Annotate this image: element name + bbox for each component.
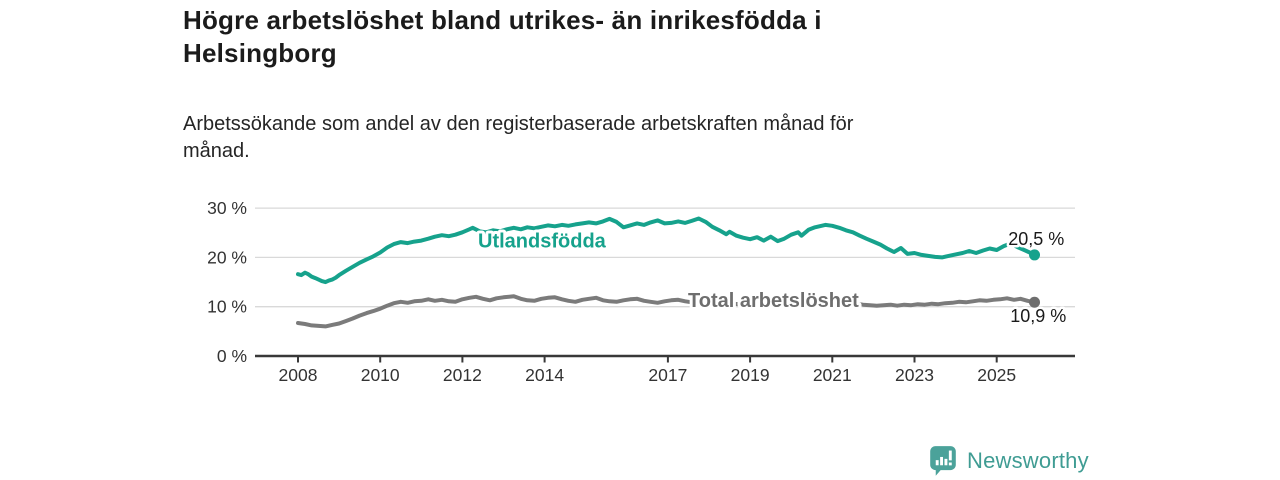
series-line-total-arbetsloshet (296, 294, 1037, 329)
chart-subtitle: Arbetssökande som andel av den registerb… (183, 113, 854, 162)
logo-bars (935, 450, 952, 466)
series-label: Utlandsfödda (478, 231, 607, 253)
newsworthy-logo: Newsworthy (928, 445, 1089, 477)
series-line-utlandsfodda (296, 216, 1037, 285)
y-tick-label: 20 % (207, 247, 247, 267)
brand-name: Newsworthy (967, 448, 1089, 473)
series-end-value-label: 20,5 % (1008, 229, 1064, 249)
y-tick-label: 0 % (217, 346, 247, 366)
x-tick-label: 2017 (648, 365, 687, 385)
x-tick-label: 2014 (525, 365, 564, 385)
x-tick-label: 2025 (977, 365, 1016, 385)
x-tick-label: 2010 (361, 365, 400, 385)
x-tick-label: 2008 (279, 365, 318, 385)
series-end-dot (1029, 296, 1041, 308)
y-tick-label: 30 % (207, 198, 247, 218)
newsworthy-speech-bubble-bar-chart-icon (930, 446, 956, 476)
series-end-dot (1029, 249, 1041, 261)
page-title: Högre arbetslöshet bland utrikes- än inr… (183, 5, 822, 68)
x-tick-label: 2019 (731, 365, 770, 385)
x-tick-label: 2023 (895, 365, 934, 385)
series-end-value-label: 10,9 % (1010, 306, 1066, 326)
y-tick-label: 10 % (207, 297, 247, 317)
x-tick-label: 2021 (813, 365, 852, 385)
series-label: Total arbetslöshet (688, 290, 859, 312)
x-tick-label: 2012 (443, 365, 482, 385)
